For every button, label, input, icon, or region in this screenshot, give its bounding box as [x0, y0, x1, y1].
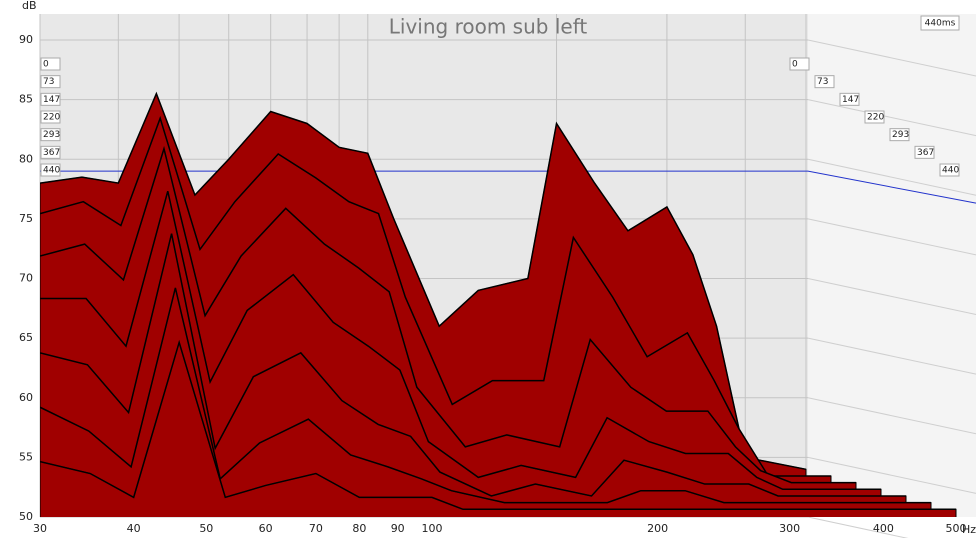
slice-label-box: [914, 145, 935, 159]
x-tick-label: 60: [259, 522, 273, 535]
x-tick-label: 40: [127, 522, 141, 535]
x-tick-label: 300: [779, 522, 800, 535]
grid-line: [807, 99, 977, 137]
y-tick-label: 70: [19, 272, 33, 285]
slice-line: [40, 339, 956, 511]
grid-line: [807, 39, 977, 77]
slice-label-box: [889, 128, 910, 142]
grid-line: [807, 337, 977, 375]
slice-label: 367: [43, 148, 60, 158]
slice-label-box: [789, 57, 810, 71]
slice-label: 367: [917, 148, 934, 158]
x-tick-label: 90: [391, 522, 405, 535]
x-tick-label: 50: [199, 522, 213, 535]
slice-label: 73: [817, 77, 828, 87]
slice-line: [40, 190, 881, 491]
y-tick-label: 90: [19, 33, 33, 46]
grid-line: [807, 218, 977, 256]
grid-line: [807, 397, 977, 435]
slice-label: 440: [942, 166, 959, 176]
slice-line: [40, 115, 831, 477]
grid-line: [807, 516, 909, 538]
slice-label: 293: [892, 130, 909, 140]
slice-label: 220: [43, 113, 60, 123]
slice-line: [40, 91, 807, 471]
slice-label-box: [40, 163, 61, 177]
slice-label-box: [40, 128, 61, 142]
slice-label: 0: [43, 60, 49, 70]
slice-label: 147: [842, 95, 859, 105]
plot-side: [808, 14, 976, 517]
slice-label-box: [814, 75, 835, 89]
x-axis-label: Hz: [962, 523, 976, 536]
y-tick-label: 85: [19, 93, 33, 106]
time-label: 440ms: [925, 19, 956, 29]
x-tick-label: 30: [33, 522, 47, 535]
slice-line: [40, 145, 856, 484]
slice-label: 440: [43, 166, 60, 176]
grid-line: [807, 278, 977, 315]
slice-line: [40, 287, 931, 504]
slice-label-box: [864, 110, 885, 124]
slice-label: 293: [43, 130, 60, 140]
y-tick-label: 65: [19, 331, 33, 344]
x-tick-label: 70: [309, 522, 323, 535]
slice-label-box: [40, 57, 61, 71]
slice-label-box: [939, 163, 960, 177]
y-tick-label: 60: [19, 391, 33, 404]
slice-label-box: [839, 92, 860, 106]
slice-label: 0: [792, 60, 798, 70]
grid-line: [807, 158, 977, 196]
slice-label-box: [40, 75, 61, 89]
x-tick-label: 500: [946, 522, 967, 535]
slice-label-box: [40, 110, 61, 124]
slice-label: 73: [43, 77, 54, 87]
chart-title: Living room sub left: [389, 15, 588, 39]
slice-label: 220: [867, 113, 884, 123]
y-tick-label: 55: [19, 450, 33, 463]
y-axis-label: dB: [22, 0, 37, 12]
x-tick-label: 400: [873, 522, 894, 535]
x-tick-label: 80: [352, 522, 366, 535]
slice-line: [40, 233, 906, 497]
grid-line: [807, 456, 977, 494]
x-tick-label: 200: [647, 522, 668, 535]
slice-label-box: [40, 92, 61, 106]
y-tick-label: 80: [19, 152, 33, 165]
slice-label: 147: [43, 95, 60, 105]
slice-label-box: [40, 145, 61, 159]
time-box: [920, 15, 960, 31]
y-tick-label: 75: [19, 212, 33, 225]
y-tick-label: 50: [19, 510, 33, 523]
x-tick-label: 100: [421, 522, 442, 535]
